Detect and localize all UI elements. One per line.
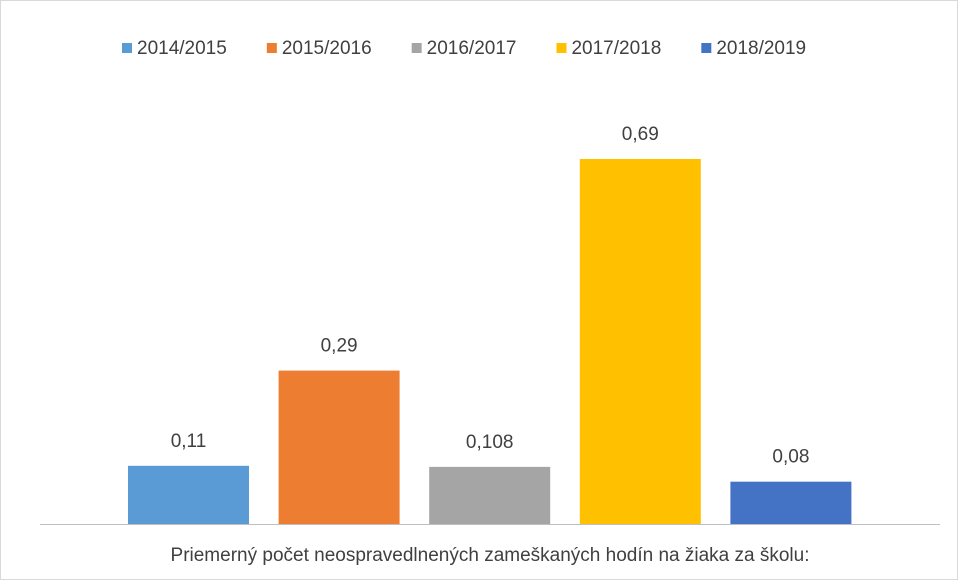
x-tick-label: Priemerný počet neospravedlnených zamešk…	[171, 545, 810, 566]
bar	[278, 370, 400, 524]
legend-label: 2016/2017	[427, 38, 517, 59]
bar	[429, 466, 551, 524]
data-label: 0,29	[321, 336, 358, 357]
data-label: 0,69	[622, 124, 659, 145]
legend-swatch	[556, 43, 567, 53]
data-label: 0,08	[772, 447, 809, 468]
legend-label: 2014/2015	[137, 38, 227, 59]
legend-swatch	[411, 43, 422, 53]
legend-swatch	[701, 43, 712, 53]
bar	[579, 159, 701, 524]
legend-label: 2018/2019	[716, 38, 806, 59]
legend-swatch	[266, 43, 277, 53]
legend-label: 2015/2016	[282, 38, 372, 59]
data-label: 0,108	[466, 432, 514, 453]
data-label: 0,11	[171, 431, 207, 452]
legend-label: 2017/2018	[571, 38, 661, 59]
bar	[128, 465, 249, 524]
bar	[730, 481, 852, 524]
legend-swatch	[122, 43, 132, 53]
